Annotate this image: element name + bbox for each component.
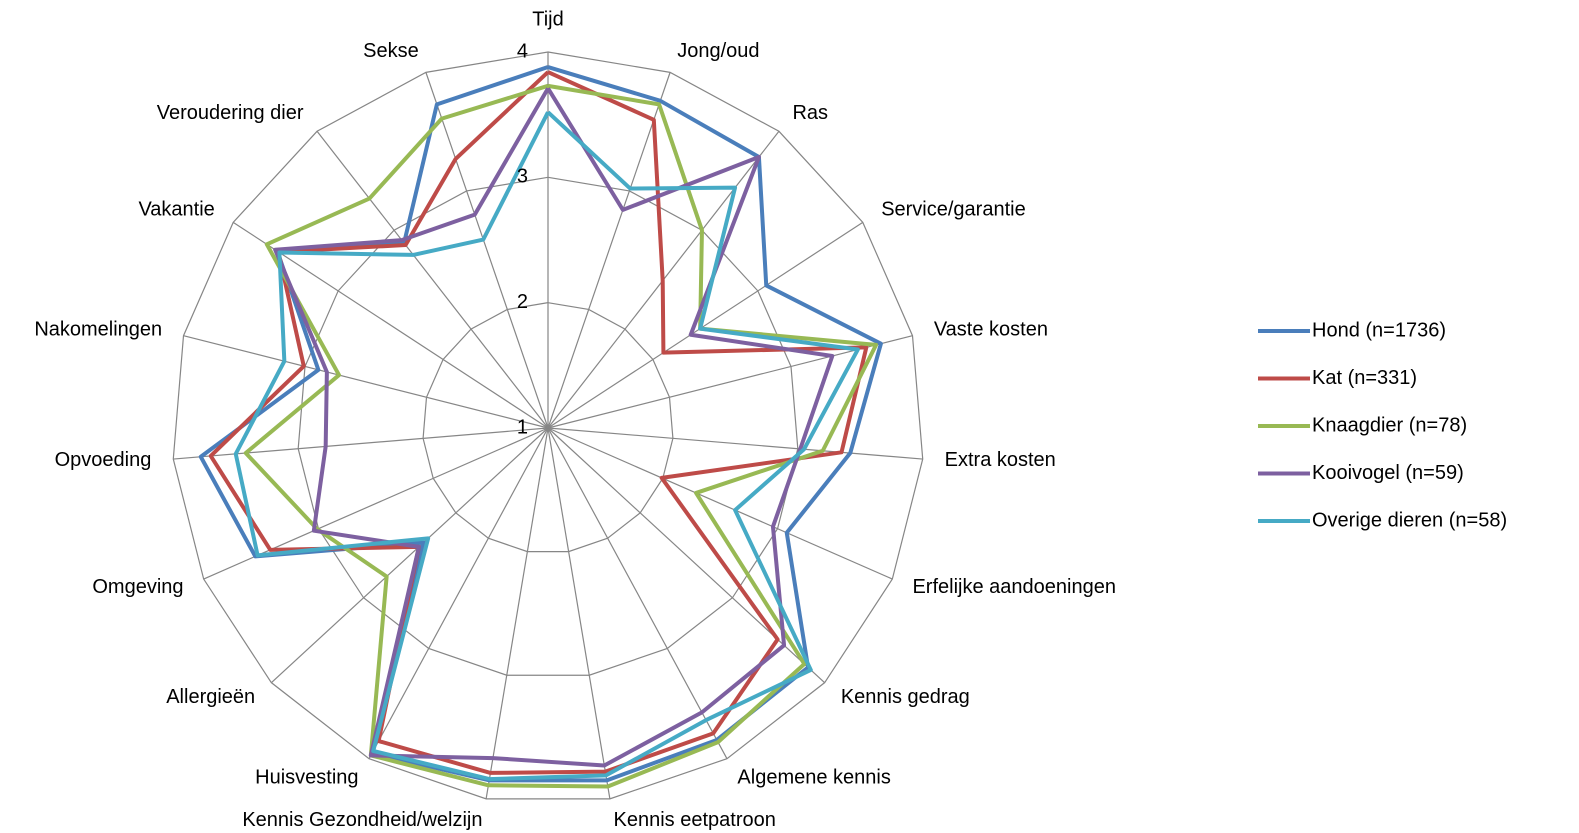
category-label: Kennis Gezondheid/welzijn [242,809,482,831]
legend-label: Kooivogel (n=59) [1312,462,1464,484]
spoke [183,335,549,429]
spoke [425,72,549,429]
category-label: Service/garantie [881,199,1026,221]
spoke [316,130,549,429]
r-tick-label: 1 [517,416,528,438]
spoke [173,427,549,460]
category-label: Erfelijke aandoeningen [912,576,1116,598]
legend-label: Overige dieren (n=58) [1312,509,1507,531]
category-label: Huisvesting [255,766,358,788]
grid-ring [172,51,924,800]
series-line [243,83,879,789]
spoke [547,427,611,799]
series-line [233,110,860,782]
category-label: Jong/oud [677,40,759,62]
grid-ring [297,176,799,676]
category-label: Extra kosten [945,449,1056,471]
r-tick-label: 4 [517,40,528,62]
category-label: Kennis gedrag [841,686,970,708]
spoke [547,427,728,759]
spoke [368,427,549,759]
r-tick-label: 2 [517,291,528,313]
spoke [547,221,864,429]
r-tick-label: 3 [517,166,528,188]
category-label: Allergieën [166,686,255,708]
legend-label: Hond (n=1736) [1312,319,1446,341]
category-label: Omgeving [92,576,183,598]
spoke [485,427,549,799]
grid-ring [422,302,674,553]
category-label: Vaste kosten [934,319,1048,341]
category-label: Sekse [363,40,419,62]
category-label: Ras [792,102,828,124]
spoke [547,427,923,460]
category-label: Vakantie [138,199,214,221]
category-label: Tijd [532,8,563,30]
category-label: Veroudering dier [157,102,304,124]
spoke [547,335,913,429]
spoke [232,221,549,429]
category-label: Nakomelingen [34,319,162,341]
spoke [547,427,893,580]
category-label: Algemene kennis [737,766,890,788]
legend-label: Kat (n=331) [1312,367,1417,389]
category-label: Kennis eetpatroon [614,809,776,831]
spoke [547,72,671,429]
spoke [270,427,549,684]
series-line [273,87,835,768]
category-label: Opvoeding [55,449,152,471]
legend-label: Knaagdier (n=78) [1312,414,1467,436]
